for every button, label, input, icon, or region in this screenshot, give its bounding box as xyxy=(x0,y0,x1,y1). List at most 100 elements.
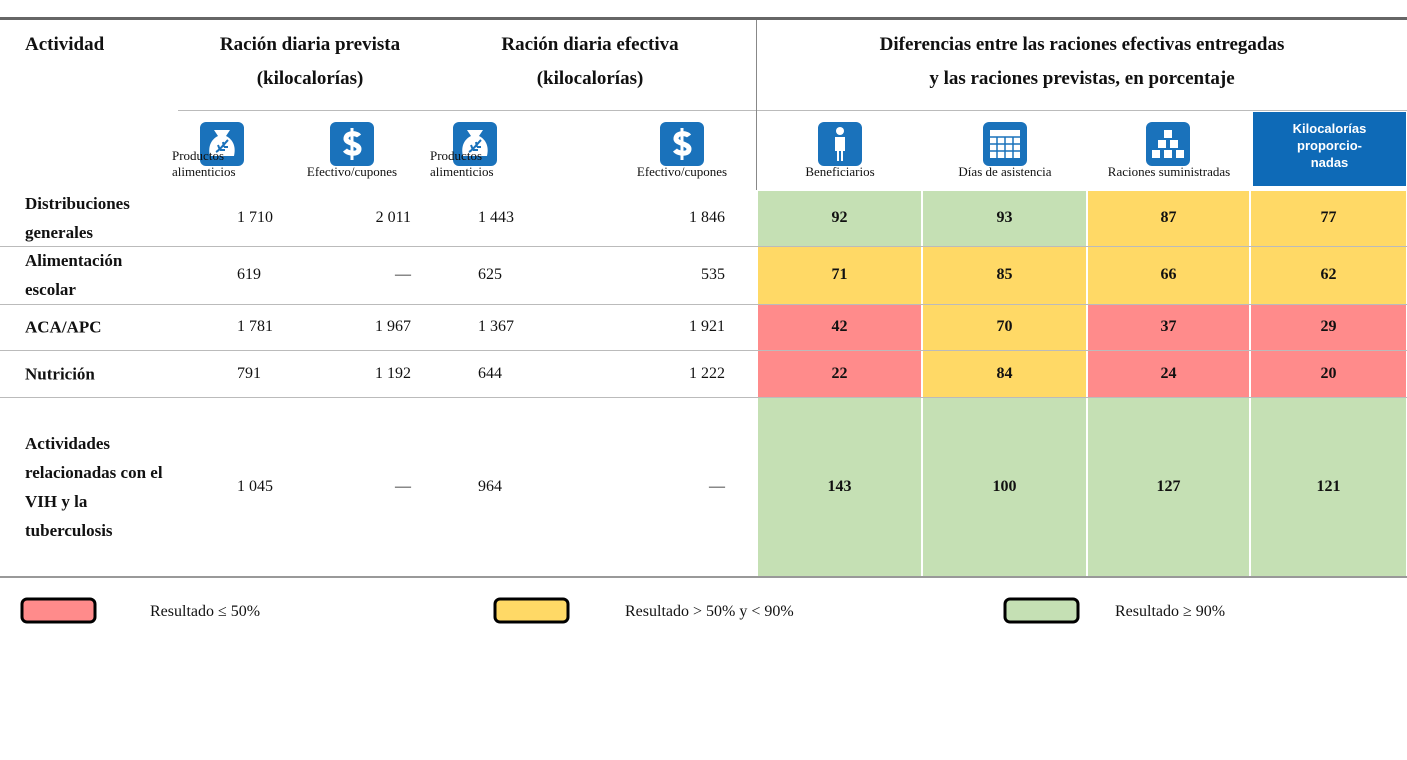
diff-cell-bg xyxy=(1251,351,1406,397)
diff-cell-bg xyxy=(758,351,921,397)
food-icon xyxy=(200,122,244,166)
diff-cell-bg xyxy=(1088,398,1249,576)
diff-cell: 29 xyxy=(1320,318,1337,335)
diff-cell: 84 xyxy=(996,364,1013,382)
diff-cell-bg xyxy=(758,191,921,246)
cell: 1 222 xyxy=(689,364,725,382)
diff-cell: 70 xyxy=(996,318,1013,335)
divider xyxy=(756,20,757,190)
diff-cell-bg xyxy=(923,247,1086,304)
diff-cell: 92 xyxy=(831,209,848,226)
legend-swatch xyxy=(20,597,97,624)
subheader: Kilocalorías proporcio- nadas xyxy=(1292,121,1367,170)
cell: 1 443 xyxy=(478,209,514,226)
cell: 619 xyxy=(237,266,261,283)
row-label: ACA/APC xyxy=(25,317,102,337)
legend-swatch xyxy=(1003,597,1080,624)
person-icon xyxy=(818,122,862,166)
subheader: Efectivo/cupones xyxy=(306,164,398,179)
row-label: Actividades relacionadas con el VIH y la… xyxy=(25,433,163,540)
legend-label: Resultado ≥ 90% xyxy=(1115,603,1226,620)
diff-cell: 121 xyxy=(1316,477,1341,495)
diff-cell: 87 xyxy=(1160,209,1177,226)
cell: 1 921 xyxy=(689,318,725,335)
legend-swatch xyxy=(493,597,570,624)
legend-label: Resultado > 50% y < 90% xyxy=(625,603,794,620)
diff-cell: 20 xyxy=(1320,364,1337,382)
cell: 625 xyxy=(478,266,502,283)
subheader: Días de asistencia xyxy=(958,164,1052,179)
header-rule xyxy=(178,110,1407,111)
row-rule xyxy=(0,246,1407,247)
cell: 1 710 xyxy=(237,209,273,226)
cell: 1 781 xyxy=(237,318,273,335)
cell: — xyxy=(395,266,411,283)
row-rule xyxy=(0,397,1407,398)
diff-cell-bg xyxy=(1088,351,1249,397)
cell: 535 xyxy=(701,266,725,283)
diff-cell-bg xyxy=(758,398,921,576)
diff-cell: 22 xyxy=(831,364,848,382)
cell: 2 011 xyxy=(375,209,411,226)
cell: 1 192 xyxy=(375,364,411,382)
diff-cell-bg xyxy=(923,351,1086,397)
cash-icon xyxy=(330,122,374,166)
cash-icon xyxy=(660,122,704,166)
diff-cell-bg xyxy=(758,305,921,350)
diff-cell-bg xyxy=(758,247,921,304)
diff-cell: 62 xyxy=(1320,266,1337,283)
diff-cell: 93 xyxy=(996,209,1013,226)
cell: 791 xyxy=(237,364,261,382)
cell: 1 045 xyxy=(237,477,273,495)
diff-cell: 37 xyxy=(1160,318,1177,335)
diff-cell: 85 xyxy=(996,266,1013,283)
kcal-header-box xyxy=(1253,112,1406,186)
subheader: Beneficiarios xyxy=(805,164,875,179)
diff-cell: 127 xyxy=(1156,477,1181,495)
food-icon xyxy=(453,122,497,166)
row-label: Nutrición xyxy=(25,364,95,383)
diff-cell: 143 xyxy=(827,477,852,495)
header-planned: Ración diaria prevista (kilocalorías) xyxy=(219,34,401,89)
legend-label: Resultado ≤ 50% xyxy=(150,603,261,620)
diff-cell: 77 xyxy=(1320,209,1337,226)
subheader: Productos alimenticios xyxy=(430,148,494,179)
subheader: Raciones suministradas xyxy=(1107,164,1231,179)
diff-cell: 66 xyxy=(1160,266,1177,283)
subheader: Productos alimenticios xyxy=(172,148,236,179)
subheader: Efectivo/cupones xyxy=(636,164,728,179)
diff-cell-bg xyxy=(1251,247,1406,304)
row-label: Alimentación escolar xyxy=(25,251,123,299)
cell: 1 967 xyxy=(375,318,411,335)
header-activity: Actividad xyxy=(25,34,105,55)
cell: 1 367 xyxy=(478,318,514,335)
diff-cell-bg xyxy=(923,191,1086,246)
row-label: Distribuciones generales xyxy=(25,194,130,242)
cell: — xyxy=(709,477,725,495)
top-rule xyxy=(0,17,1407,20)
cell: — xyxy=(395,477,411,495)
calendar-icon xyxy=(983,122,1027,166)
header-diff: Diferencias entre las raciones efectivas… xyxy=(879,34,1285,89)
row-rule xyxy=(0,304,1407,305)
diff-cell-bg xyxy=(1251,191,1406,246)
diff-cell-bg xyxy=(1251,398,1406,576)
diff-cell: 42 xyxy=(831,318,848,335)
diff-cell-bg xyxy=(1088,247,1249,304)
row-rule xyxy=(0,350,1407,351)
cell: 1 846 xyxy=(689,209,725,226)
diff-cell: 100 xyxy=(992,477,1017,495)
diff-cell-bg xyxy=(1251,305,1406,350)
diff-cell-bg xyxy=(1088,191,1249,246)
cell: 644 xyxy=(478,364,502,382)
legend-swatches xyxy=(20,597,1080,624)
diff-cell-bg xyxy=(1088,305,1249,350)
header-actual: Ración diaria efectiva (kilocalorías) xyxy=(501,34,679,89)
cell: 964 xyxy=(478,477,502,495)
bottom-rule xyxy=(0,576,1407,578)
diff-cell-bg xyxy=(923,305,1086,350)
diff-cell: 71 xyxy=(831,266,848,283)
diff-cell: 24 xyxy=(1160,364,1177,382)
diff-cell-bg xyxy=(923,398,1086,576)
